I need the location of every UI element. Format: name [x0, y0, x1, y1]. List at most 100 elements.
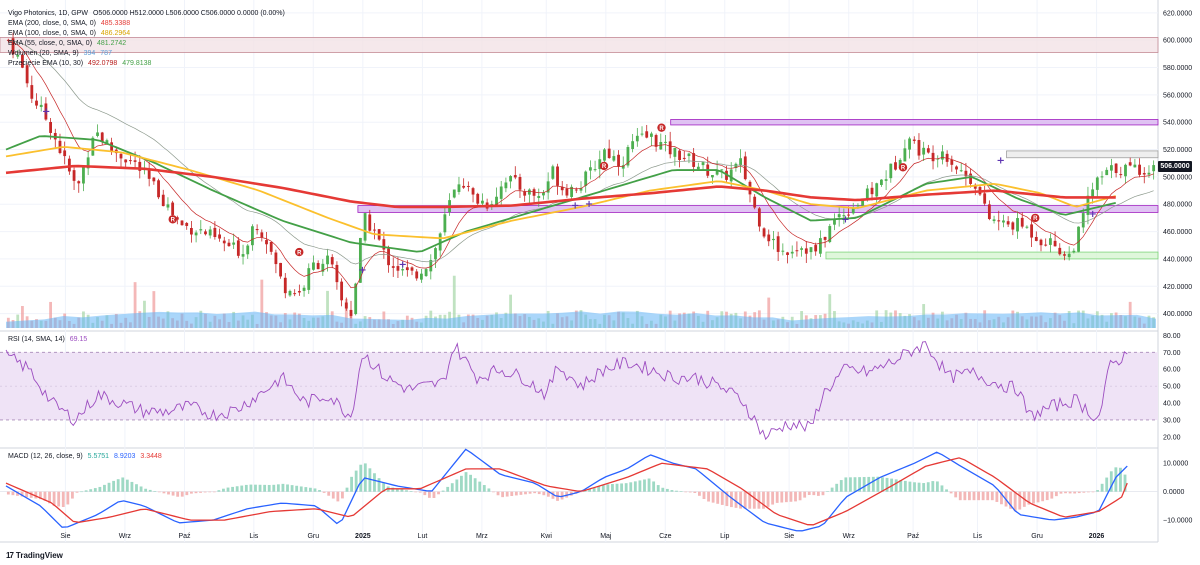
legend-macd[interactable]: MACD (12, 26, close, 9) 5.5751 8.9203 3.…	[8, 452, 165, 462]
candle-body	[875, 183, 879, 197]
candle-body	[180, 220, 184, 226]
legend-ema55[interactable]: EMA (55, close, 0, SMA, 0) 481.2742	[8, 39, 129, 49]
ema30-line	[8, 39, 1154, 265]
macd-histogram-bar	[803, 491, 807, 498]
tradingview-logo[interactable]: 17 TradingView	[6, 551, 63, 560]
ema200-value: 485.3388	[100, 20, 131, 27]
macd-histogram-bar	[739, 491, 742, 509]
macd-histogram-bar	[135, 484, 138, 492]
candle-body	[312, 262, 315, 270]
symbol-label[interactable]: Vigo Photonics, 1D, GPW	[8, 10, 89, 17]
candle-body	[1152, 165, 1156, 172]
candle-body	[443, 214, 447, 233]
macd-histogram-bar	[588, 488, 591, 492]
candle-body	[1124, 164, 1127, 177]
macd-histogram-bar	[633, 481, 637, 492]
macd-histogram-bar	[235, 486, 239, 492]
candle-body	[124, 159, 128, 163]
macd-histogram-bar	[816, 491, 820, 496]
candle-body	[1034, 236, 1038, 241]
macd-histogram-bar	[940, 485, 944, 492]
candle-body	[283, 277, 287, 294]
candle-body	[565, 188, 569, 196]
r-signal-letter: R	[659, 126, 664, 132]
macd-histogram-bar	[272, 484, 276, 492]
candle-body	[767, 234, 771, 242]
candle-body	[945, 153, 949, 162]
legend-ema100[interactable]: EMA (100, close, 0, SMA, 0) 486.2964	[8, 29, 133, 39]
candle-body	[1011, 222, 1015, 230]
candle-body	[696, 166, 700, 170]
macd-histogram-bar	[670, 490, 674, 492]
macd-histogram-bar	[130, 481, 134, 492]
candle-body	[1114, 163, 1118, 174]
r-signal-marker	[657, 123, 666, 132]
macd-histogram-bar	[391, 487, 395, 492]
volume-bars	[6, 275, 1156, 328]
candle-body	[959, 170, 963, 172]
macd-histogram-bar	[844, 477, 848, 492]
price-tick-label: 520.0000	[1163, 147, 1192, 154]
r-signal-marker	[168, 215, 177, 224]
candle-body	[743, 156, 747, 180]
macd-histogram-bar	[281, 483, 285, 492]
macd-tick-label: −10.0000	[1163, 518, 1192, 525]
candle-body	[509, 176, 512, 182]
macd-histogram-bar	[688, 491, 692, 493]
candle-body	[856, 205, 860, 207]
time-label: 2025	[355, 533, 371, 540]
macd-histogram-bar	[624, 483, 628, 492]
candle-body	[757, 208, 761, 227]
candle-body	[255, 228, 259, 231]
candle-body	[462, 185, 466, 188]
candle-body	[119, 153, 123, 159]
macd-histogram-bar	[176, 491, 180, 497]
macd-label: MACD (12, 26, close, 9)	[8, 453, 83, 460]
legend-rsi[interactable]: RSI (14, SMA, 14) 69.15	[8, 335, 90, 345]
macd-histogram-bar	[89, 489, 93, 492]
macd-histogram-bar	[990, 491, 994, 501]
candle-body	[274, 252, 278, 265]
candle-body	[889, 163, 893, 179]
macd-histogram-bar	[780, 491, 784, 503]
macd-histogram-bar	[1082, 491, 1086, 493]
candle-body	[410, 267, 414, 271]
legend-ema200[interactable]: EMA (200, close, 0, SMA, 0) 485.3388	[8, 19, 133, 29]
candle-body	[908, 138, 911, 150]
macd-histogram-bar	[185, 491, 189, 496]
price-tick-label: 500.0000	[1163, 174, 1192, 181]
moving-averages	[5, 39, 1154, 289]
tradingview-icon: 17	[6, 551, 14, 560]
candle-body	[373, 229, 376, 231]
legend-ema-cross[interactable]: Przecięcie EMA (10, 30) 492.0798 479.813…	[8, 59, 154, 69]
candle-body	[537, 196, 541, 198]
candle-body	[434, 248, 437, 260]
legend-main: Vigo Photonics, 1D, GPW O506.0000 H512.0…	[8, 9, 288, 19]
macd-histogram-bar	[697, 491, 701, 496]
macd-histogram-bar	[308, 487, 312, 492]
price-tick-label: 420.0000	[1163, 284, 1192, 291]
legend-volume[interactable]: Wolumen (20, SMA, 9) 394 787	[8, 49, 115, 59]
macd-histogram-bar	[1013, 491, 1017, 512]
macd-histogram-bar	[922, 483, 926, 492]
volume-bar	[260, 279, 264, 328]
macd-histogram-bar	[103, 484, 106, 492]
candle-body	[645, 131, 649, 138]
candle-body	[152, 177, 156, 182]
macd-histogram-bar	[180, 491, 184, 497]
time-label: Paź	[178, 533, 191, 540]
macd-histogram-bar	[524, 491, 527, 495]
macd-histogram-bar	[789, 491, 793, 502]
macd-histogram-bar	[464, 472, 468, 492]
macd-histogram-bar	[661, 487, 665, 492]
macd-histogram-bar	[199, 491, 202, 493]
volume-bar	[152, 291, 156, 328]
volume-bar	[452, 275, 456, 328]
candle-body	[635, 135, 639, 142]
candle-body	[551, 166, 555, 179]
macd-histogram-bar	[1054, 491, 1058, 497]
macd-histogram-bar	[427, 491, 431, 498]
candle-body	[950, 159, 954, 165]
ema-cross-value-2: 479.8138	[122, 60, 152, 67]
